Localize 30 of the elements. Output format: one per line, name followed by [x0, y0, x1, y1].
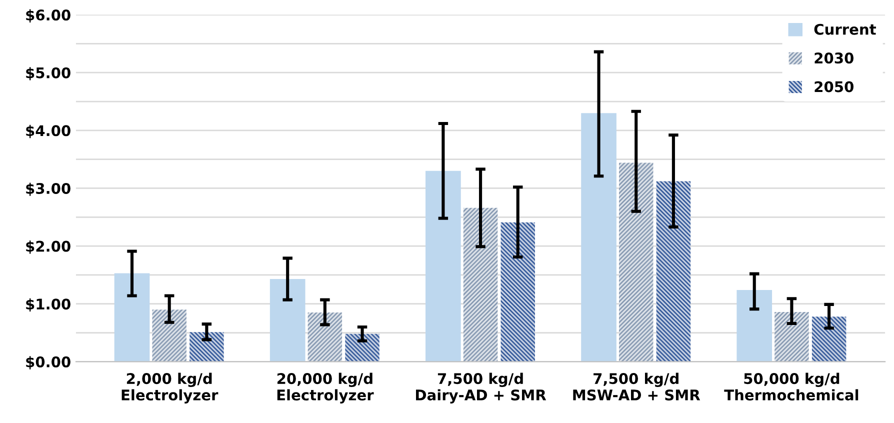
bar: [463, 208, 498, 362]
bar: [619, 162, 654, 362]
x-tick-label: 50,000 kg/d Thermochemical: [724, 372, 858, 401]
y-tick-label: $6.00: [26, 9, 70, 22]
bar: [114, 273, 150, 362]
bar: [812, 316, 846, 362]
y-tick-label: $3.00: [26, 182, 70, 196]
bar: [345, 334, 380, 362]
bar: [774, 312, 809, 362]
y-tick-label: $5.00: [26, 67, 70, 80]
y-tick-label: $2.00: [26, 240, 70, 254]
bar: [500, 222, 535, 362]
bar: [270, 279, 306, 362]
x-tick-label: 20,000 kg/d Electrolyzer: [277, 372, 374, 404]
bar: [190, 332, 224, 362]
bar: [581, 113, 616, 362]
bar: [308, 312, 342, 362]
legend-label: Current: [814, 24, 876, 35]
bar: [152, 310, 186, 362]
y-tick-label: $1.00: [26, 298, 70, 312]
legend-label: 2030: [814, 52, 854, 64]
x-tick-label: 2,000 kg/d Electrolyzer: [122, 372, 218, 404]
legend-label: 2050: [814, 81, 854, 92]
bar: [426, 170, 461, 362]
x-tick-label: 7,500 kg/d Dairy-AD + SMR: [416, 372, 546, 404]
bar: [656, 181, 691, 362]
x-tick-label: 7,500 kg/d MSW-AD + SMR: [573, 372, 700, 401]
bar: [736, 290, 772, 362]
y-tick-label: $4.00: [26, 124, 70, 138]
y-tick-label: $0.00: [26, 356, 70, 370]
